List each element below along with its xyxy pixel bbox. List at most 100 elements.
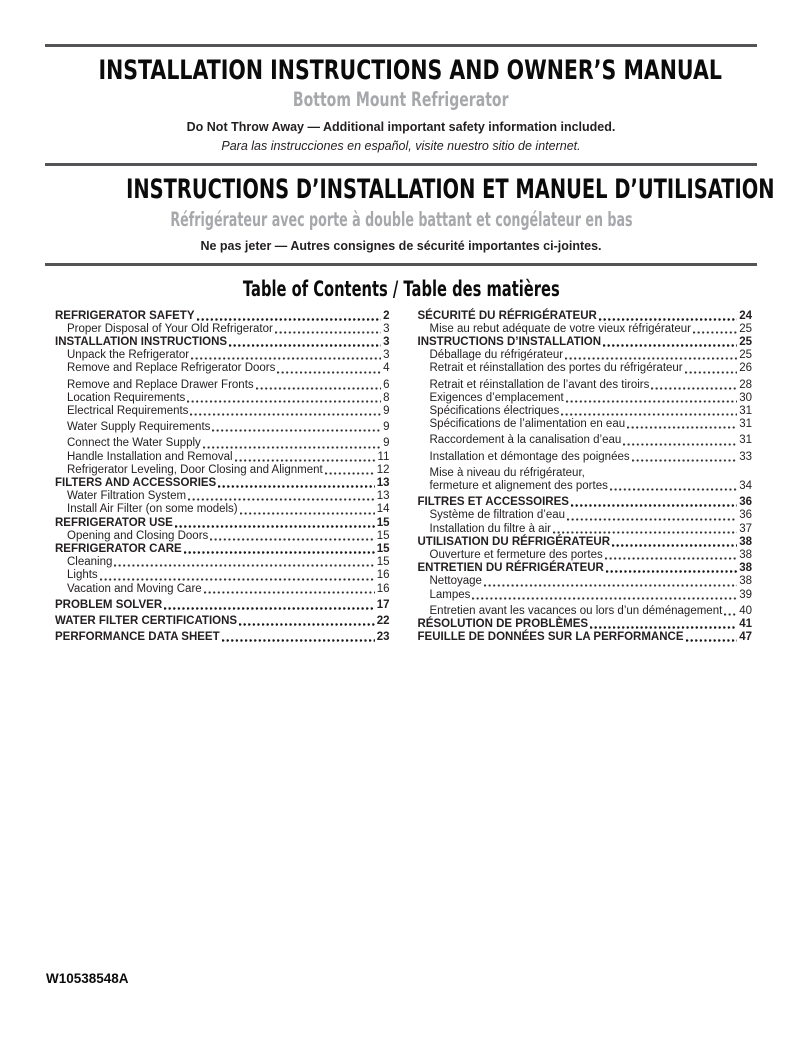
toc-dot-leader <box>229 344 382 348</box>
document-part-number: W10538548A <box>46 971 129 986</box>
french-title-text: INSTRUCTIONS D’INSTALLATION ET MANUEL D’… <box>126 174 775 206</box>
toc-entry-label: Installation du filtre à air <box>429 522 551 535</box>
toc-entry-page: 33 <box>739 450 752 463</box>
toc-entry-label: PERFORMANCE DATA SHEET <box>55 631 220 644</box>
toc-entry-label: REFRIGERATOR SAFETY <box>55 309 195 322</box>
toc-entry-label: INSTALLATION INSTRUCTIONS <box>55 335 228 348</box>
english-subtitle: Bottom Mount Refrigerator <box>0 88 802 111</box>
toc-entry-page: 9 <box>383 421 390 434</box>
toc-dot-leader <box>565 357 738 361</box>
toc-dot-leader <box>274 330 382 334</box>
toc-entry-label: Lights <box>67 569 98 582</box>
toc-entry: Mise à niveau du réfrigérateur, <box>418 467 753 480</box>
table-of-contents: REFRIGERATOR SAFETY 2 Proper Disposal of Y… <box>55 310 752 645</box>
toc-entry: PERFORMANCE DATA SHEET 23 <box>55 631 390 644</box>
toc-entry: REFRIGERATOR USE 15 <box>55 517 390 530</box>
toc-entry-label: Vacation and Moving Care <box>67 582 202 595</box>
toc-dot-leader <box>472 596 738 600</box>
toc-entry-page: 37 <box>739 522 752 535</box>
toc-entry-page: 31 <box>739 404 752 417</box>
toc-entry: Install Air Filter (on some models) 14 <box>55 503 390 516</box>
toc-dot-leader <box>234 458 376 462</box>
toc-entry-label: SÉCURITÉ DU RÉFRIGÉRATEUR <box>417 309 597 322</box>
toc-entry-page: 38 <box>739 535 752 548</box>
toc-entry-page: 25 <box>739 349 752 362</box>
toc-entry: fermeture et alignement des portes 34 <box>418 480 753 493</box>
toc-entry: Remove and Replace Drawer Fronts 6 <box>55 379 390 392</box>
english-title: INSTALLATION INSTRUCTIONS AND OWNER’S MA… <box>0 55 802 87</box>
toc-entry: Spécifications de l’alimentation en eau 3… <box>418 418 753 431</box>
toc-entry-label: Remove and Replace Drawer Fronts <box>67 378 254 391</box>
toc-dot-leader <box>218 485 375 489</box>
toc-entry: INSTALLATION INSTRUCTIONS 3 <box>55 336 390 349</box>
toc-dot-leader <box>210 538 375 542</box>
toc-entry-page: 34 <box>739 480 752 492</box>
toc-dot-leader <box>567 517 738 521</box>
toc-entry-page: 15 <box>376 556 390 569</box>
toc-entry-page: 3 <box>383 349 390 362</box>
toc-entry-page: 31 <box>739 434 752 447</box>
toc-entry-page: 9 <box>383 437 390 450</box>
toc-dot-leader <box>483 583 738 587</box>
toc-dot-leader <box>598 317 738 321</box>
toc-dot-leader <box>221 639 375 643</box>
toc-entry: Ouverture et fermeture des portes 38 <box>418 549 753 562</box>
toc-entry: Refrigerator Leveling, Door Closing and … <box>55 464 390 477</box>
toc-dot-leader <box>627 426 738 430</box>
toc-dot-leader <box>590 626 738 630</box>
toc-entry: ENTRETIEN DU RÉFRIGÉRATEUR 38 <box>418 562 753 575</box>
toc-entry-label: Mise au rebut adéquate de votre vieux ré… <box>429 322 691 335</box>
toc-entry: SÉCURITÉ DU RÉFRIGÉRATEUR 24 <box>418 310 753 323</box>
toc-entry-label: Ouverture et fermeture des portes <box>429 549 603 562</box>
toc-entry: Opening and Closing Doors 15 <box>55 530 390 543</box>
toc-dot-leader <box>685 639 738 643</box>
toc-entry-page: 28 <box>739 378 752 391</box>
toc-entry: WATER FILTER CERTIFICATIONS 22 <box>55 615 390 628</box>
toc-dot-leader <box>631 458 738 462</box>
toc-entry-label: FILTRES ET ACCESSOIRES <box>417 496 569 509</box>
toc-entry: UTILISATION DU RÉFRIGÉRATEUR 38 <box>418 536 753 549</box>
top-rule <box>45 44 757 47</box>
toc-dot-leader <box>605 570 738 574</box>
toc-dot-leader <box>239 511 375 515</box>
toc-entry-label: Mise à niveau du réfrigérateur, <box>429 466 585 479</box>
toc-entry-page: 26 <box>739 362 752 375</box>
toc-dot-leader <box>190 413 382 417</box>
toc-entry-label: REFRIGERATOR USE <box>55 516 173 529</box>
toc-entry: Proper Disposal of Your Old Refrigerator… <box>55 323 390 336</box>
toc-dot-leader <box>612 544 738 548</box>
toc-entry-page: 15 <box>376 516 390 529</box>
toc-dot-leader <box>99 577 375 581</box>
toc-dot-leader <box>651 386 738 390</box>
toc-heading-text: Table of Contents / Table des matières <box>242 277 560 302</box>
toc-entry: Vacation and Moving Care 16 <box>55 583 390 596</box>
english-safety-notice: Do Not Throw Away — Additional important… <box>186 119 616 134</box>
toc-entry-page: 12 <box>376 463 390 476</box>
toc-entry-label: Unpack the Refrigerator <box>67 349 190 362</box>
toc-dot-leader <box>570 504 738 508</box>
toc-entry-page: 25 <box>739 335 752 348</box>
toc-dot-leader <box>196 317 382 321</box>
toc-entry-label: fermeture et alignement des portes <box>429 480 608 492</box>
english-title-text: INSTALLATION INSTRUCTIONS AND OWNER’S MA… <box>98 55 722 86</box>
toc-entry-label: Refrigerator Leveling, Door Closing and … <box>67 463 323 476</box>
toc-entry-page: 16 <box>376 582 390 595</box>
toc-dot-leader <box>191 357 382 361</box>
toc-entry-label: WATER FILTER CERTIFICATIONS <box>55 615 238 628</box>
toc-entry: Installation et démontage des poignées 33 <box>418 451 753 464</box>
toc-entry-page: 13 <box>376 490 390 503</box>
toc-entry-page: 38 <box>739 549 752 562</box>
toc-entry: Mise au rebut adéquate de votre vieux ré… <box>418 323 753 336</box>
toc-entry-label: UTILISATION DU RÉFRIGÉRATEUR <box>417 535 611 548</box>
toc-dot-leader <box>188 498 375 502</box>
toc-entry-label: Retrait et réinstallation des portes du … <box>429 362 683 375</box>
toc-entry-label: Spécifications électriques <box>429 404 560 417</box>
english-subtitle-text: Bottom Mount Refrigerator <box>293 88 509 112</box>
toc-entry-label: RÉSOLUTION DE PROBLÈMES <box>417 618 589 631</box>
toc-dot-leader <box>692 330 738 334</box>
toc-entry-label: Handle Installation and Removal <box>67 450 233 463</box>
toc-entry-label: Opening and Closing Doors <box>67 529 209 542</box>
toc-entry: REFRIGERATOR SAFETY 2 <box>55 310 390 323</box>
toc-entry: Remove and Replace Refrigerator Doors 4 <box>55 362 390 375</box>
